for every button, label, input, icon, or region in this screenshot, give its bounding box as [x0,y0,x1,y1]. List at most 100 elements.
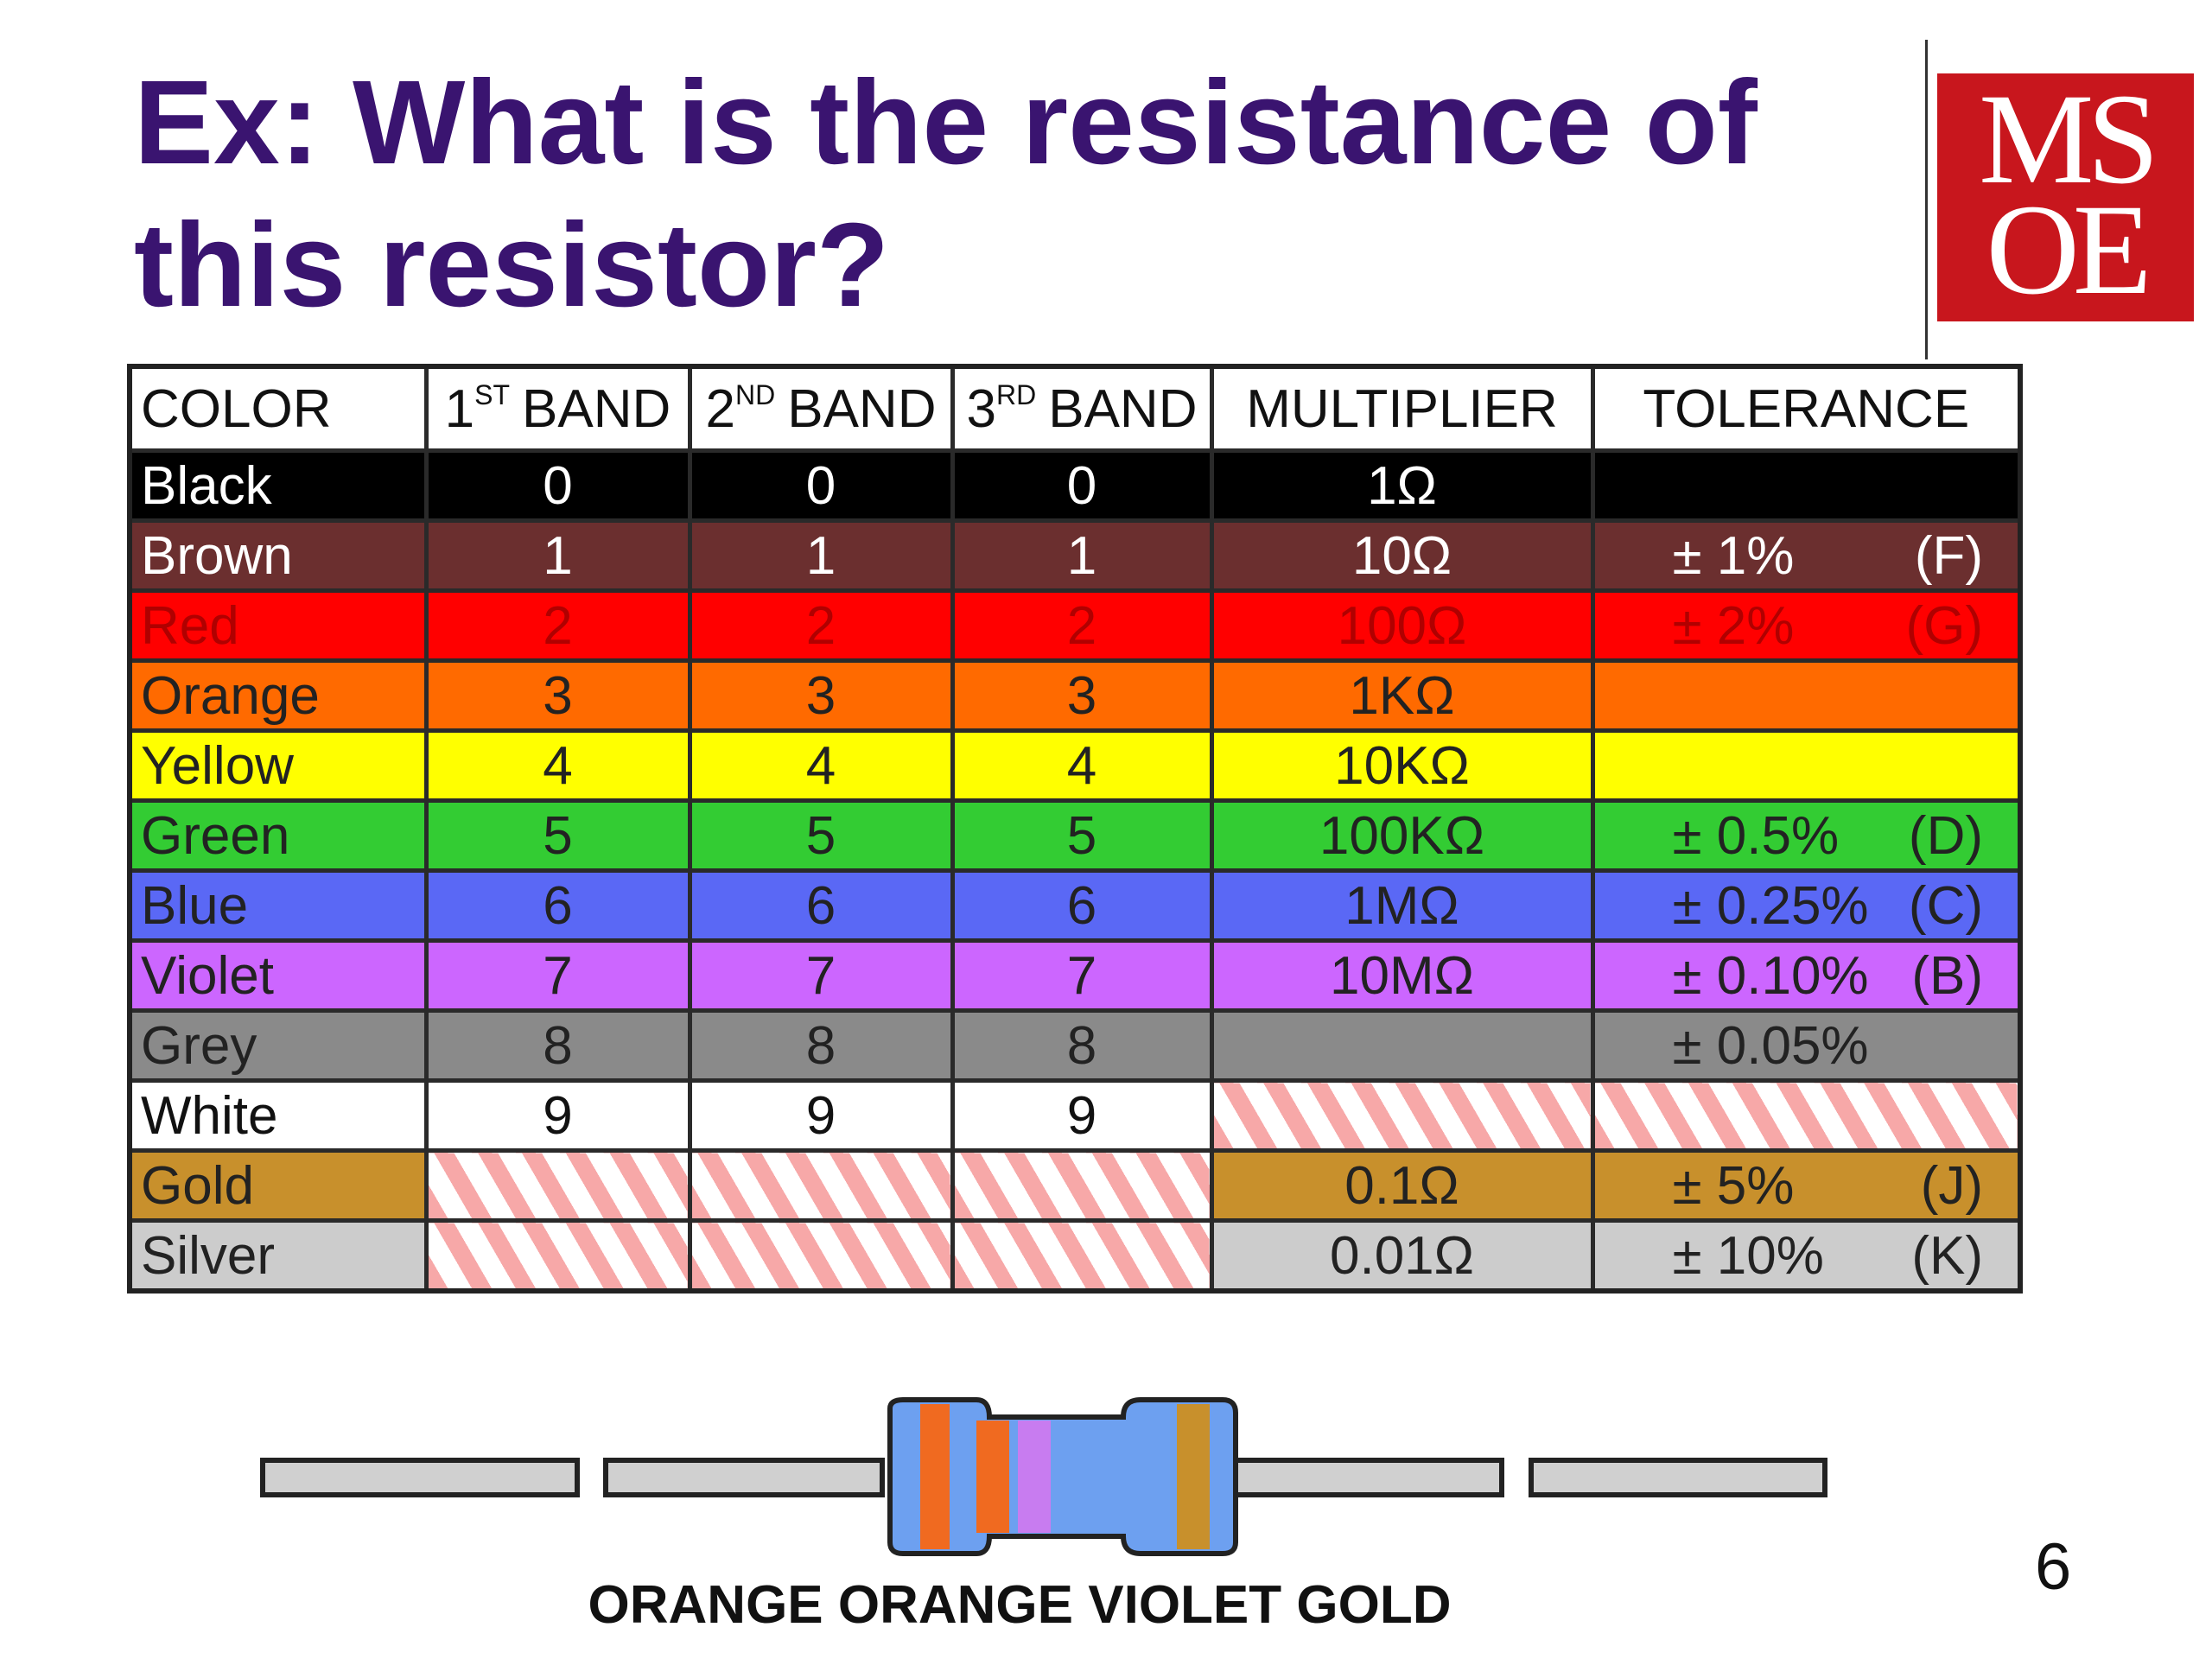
table-cell: 100KΩ [1209,798,1595,873]
logo: MS OE [1937,73,2194,321]
table-cell: 1MΩ [1209,868,1595,943]
table-cell: 1 [687,518,955,593]
header-cell: TOLERANCE [1590,364,2023,453]
table-cell: ± 1% (F) [1590,518,2023,593]
table-cell: 5 [687,798,955,873]
table-cell: 10MΩ [1209,938,1595,1013]
table-cell: 8 [687,1008,955,1083]
tolerance-code: (F) [1914,525,1983,586]
table-cell: 4 [687,728,955,803]
tolerance: ± 0.10% (B) [1604,945,2010,1007]
table-cell: 1 [950,518,1214,593]
table-cell: 7 [687,938,955,1013]
header-text: COLOR [141,378,332,439]
tolerance-value: ± 0.5% [1672,805,1840,866]
caption: ORANGE ORANGE VIOLET GOLD [588,1575,1452,1635]
header-text: BAND [522,378,671,439]
tolerance: ± 2% (G) [1604,595,2010,657]
header-cell: 2ND BAND [687,364,955,453]
table-cell: 10Ω [1209,518,1595,593]
table-row: Gold 0.1Ω ± 5% (J) [127,1148,2023,1223]
tolerance: ± 0.5% (D) [1604,805,2010,867]
table-cell: 9 [950,1078,1214,1153]
tolerance-code: (K) [1911,1225,1983,1286]
tolerance: ± 5% (J) [1604,1155,2010,1217]
table-cell: Red [127,588,429,663]
header-sup: RD [996,378,1037,410]
header-text: 2 [705,378,735,439]
header-text: 3 [966,378,996,439]
table-cell: 3 [423,658,692,733]
table-cell [687,1218,955,1294]
table-cell [423,1148,692,1223]
table-cell [1590,728,2023,803]
header-sup: ST [474,378,511,410]
table-cell: 5 [950,798,1214,873]
table-cell: 9 [423,1078,692,1153]
tolerance-value: ± 0.05% [1672,1015,1869,1076]
tolerance-code: (C) [1908,875,1983,936]
table-cell: Orange [127,658,429,733]
header-cell: 3RD BAND [950,364,1214,453]
header-text: 1 [444,378,475,439]
table-cell: 6 [687,868,955,943]
tolerance-value: ± 0.10% [1672,945,1869,1006]
table-row: Violet 7 7 7 10MΩ ± 0.10% (B) [127,938,2023,1013]
table-cell [423,1218,692,1294]
table-cell: Yellow [127,728,429,803]
table-cell: 0.01Ω [1209,1218,1595,1294]
tolerance: ± 10% (K) [1604,1225,2010,1287]
table-cell: Black [127,448,429,523]
table-row: Yellow 4 4 4 10KΩ [127,728,2023,803]
table-cell: ± 0.25% (C) [1590,868,2023,943]
table-cell: 2 [423,588,692,663]
table-cell [1590,658,2023,733]
table-cell: 6 [423,868,692,943]
tolerance-code: (B) [1911,945,1983,1006]
table-cell: 2 [687,588,955,663]
tolerance-value: ± 10% [1672,1225,1824,1286]
tolerance-code: (G) [1905,595,1983,656]
table-row: Red 2 2 2 100Ω ± 2% (G) [127,588,2023,663]
table-row: Silver 0.01Ω ± 10% (K) [127,1218,2023,1294]
table-cell: 100Ω [1209,588,1595,663]
color-code-table: COLOR 1ST BAND 2ND BAND 3RD BAND MULTIPLIER TOLE… [127,364,2023,1294]
table-cell: 1Ω [1209,448,1595,523]
table-cell [950,1148,1214,1223]
table-cell: 8 [950,1008,1214,1083]
tolerance-value: ± 0.25% [1672,875,1869,936]
table-cell: White [127,1078,429,1153]
tolerance-value: ± 5% [1672,1155,1795,1216]
table-cell: 1KΩ [1209,658,1595,733]
tolerance: ± 1% (F) [1604,525,2010,587]
table-cell: 0 [950,448,1214,523]
table-cell: 2 [950,588,1214,663]
table-cell: 10KΩ [1209,728,1595,803]
header-cell: MULTIPLIER [1209,364,1595,453]
tolerance-value: ± 2% [1672,595,1795,656]
table-cell: ± 2% (G) [1590,588,2023,663]
table-row: Green 5 5 5 100KΩ ± 0.5% (D) [127,798,2023,873]
header-text: BAND [787,378,937,439]
table-cell [950,1218,1214,1294]
table-cell: 0.1Ω [1209,1148,1595,1223]
table-cell: 4 [950,728,1214,803]
table-cell: Gold [127,1148,429,1223]
table-row: Orange 3 3 3 1KΩ [127,658,2023,733]
header-cell: 1ST BAND [423,364,692,453]
table-cell: 0 [423,448,692,523]
table-cell: ± 0.05% [1590,1008,2023,1083]
logo-line: MS [1979,67,2159,211]
table-cell: 0 [687,448,955,523]
table-cell: 7 [423,938,692,1013]
resistor-diagram [260,1397,1827,1556]
table-cell: Blue [127,868,429,943]
title-line: Ex: What is the resistance of [134,56,1758,189]
divider [1925,40,1928,359]
table-cell: 5 [423,798,692,873]
tolerance-code: (J) [1920,1155,1983,1216]
title-line: this resistor? [134,199,890,332]
table-cell: Silver [127,1218,429,1294]
table-cell: Brown [127,518,429,593]
